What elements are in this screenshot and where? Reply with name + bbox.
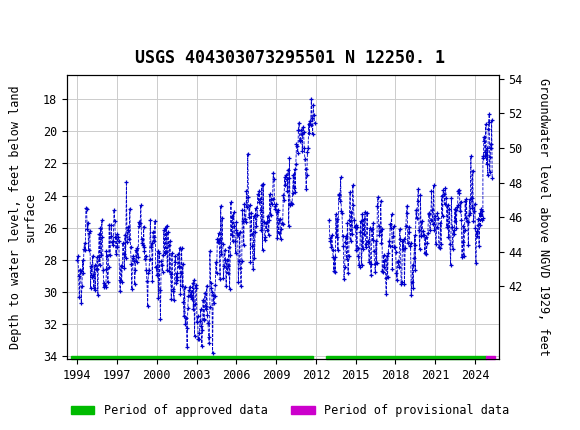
Bar <box>486 356 495 359</box>
Legend: Period of approved data, Period of provisional data: Period of approved data, Period of provi… <box>66 399 514 422</box>
Bar <box>327 356 486 359</box>
Text: ≡USGS: ≡USGS <box>3 11 74 29</box>
Y-axis label: Groundwater level above NGVD 1929, feet: Groundwater level above NGVD 1929, feet <box>536 78 550 356</box>
Y-axis label: Depth to water level, feet below land
surface: Depth to water level, feet below land su… <box>9 85 37 349</box>
Bar <box>71 356 313 359</box>
Text: USGS 404303073295501 N 12250. 1: USGS 404303073295501 N 12250. 1 <box>135 49 445 67</box>
